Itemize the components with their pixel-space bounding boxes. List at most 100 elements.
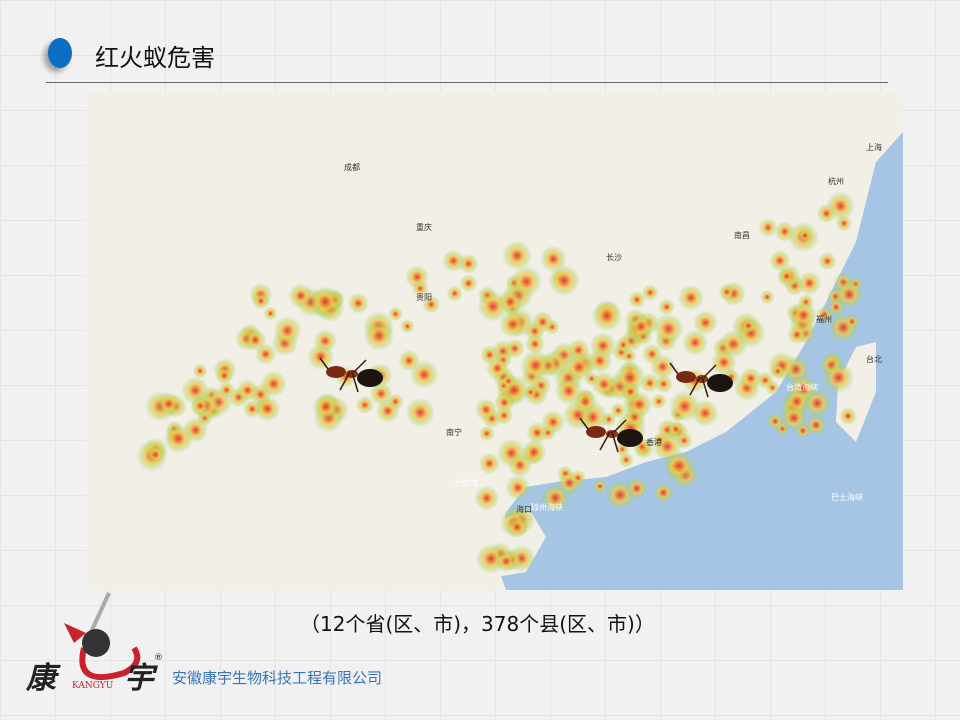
heat-spot [409,360,439,390]
heat-spot [618,452,634,468]
map-canvas [136,132,903,590]
heat-spot [759,289,775,305]
city-label: 台北 [866,355,882,364]
heat-spot [312,393,340,421]
heat-spot [621,348,637,364]
heat-spot [495,550,517,573]
fire-ant-icon [669,362,733,398]
heat-spot [442,249,465,273]
heat-spot [411,280,429,297]
heat-spot [614,361,646,394]
city-label: 成都 [344,163,360,172]
heat-spot [156,391,181,416]
city-label: 香港 [646,438,662,447]
city-label: 上海 [866,143,882,152]
heat-spot [682,329,709,356]
logo-registered: ® [154,653,163,663]
heat-spot [497,289,523,315]
heat-spot [263,306,278,321]
heat-spot [591,300,623,332]
heat-spot [273,316,302,345]
heat-spot [215,366,234,385]
title-bullet [48,38,72,68]
logo-latin: KANGYU [72,681,114,691]
city-label: 杭州 [828,177,844,186]
heat-spot [260,370,288,398]
heat-spot [520,349,552,381]
heat-spot [774,221,796,242]
heat-spot [844,314,860,330]
heat-spot [766,412,784,431]
heat-spot [400,319,415,334]
heat-spot [587,348,613,374]
kangyu-logo: 康 宇 KANGYU ® [25,592,163,696]
logo-text-left: 康 [25,661,61,696]
heat-spot [146,445,165,464]
heat-spot [605,480,635,510]
heat-spot [770,363,786,379]
heat-spot [190,396,210,416]
heat-spot [474,398,498,421]
heat-spot [816,203,837,224]
heat-spot [739,317,757,335]
heat-spot [506,516,529,539]
city-label: 南宁 [446,428,462,437]
heat-spot [309,286,342,318]
heat-spot [526,421,548,444]
heat-spot [499,310,527,339]
heat-spot [658,298,675,316]
city-label: 贵阳 [416,293,432,302]
city-label: 福州 [816,315,832,324]
heat-spot [564,353,594,382]
heat-spot [307,343,335,371]
heat-spot [570,469,587,486]
heat-spot [805,414,827,436]
heat-spot [691,399,719,427]
city-label: 长沙 [606,253,622,262]
heat-spot [628,313,654,340]
sea-label: 北部湾 [454,479,478,488]
fire-ant-icon [579,417,643,453]
heat-spot [677,284,705,311]
heat-spot [521,439,547,465]
heat-spot [254,395,281,422]
heat-spot [641,284,659,302]
heat-spot [510,265,543,298]
heat-spot [652,432,667,447]
distribution-caption: （12个省(区、市)，378个县(区、市)） [300,612,655,636]
heat-spot [192,363,208,379]
heat-spot [355,395,374,415]
heat-spot [592,479,608,494]
fire-ant-distribution-map: 成都 重庆 贵阳 南宁 南昌 杭州 上海 台北 香港 海口 长沙 福州 台湾海峡 巴士海峡 北部湾 琼州海峡 [86,92,903,590]
title-divider [46,82,888,83]
heat-spot [478,425,495,442]
heat-spot [827,298,845,316]
heat-spot [787,325,807,345]
city-label: 南昌 [734,231,750,240]
heat-spot [539,245,567,273]
company-name: 安徽康宇生物科技工程有限公司 [172,669,383,687]
heat-spot [615,336,632,353]
heat-spot [505,475,531,501]
heat-spot [835,215,853,232]
heat-spot [502,240,533,271]
heat-spot [459,274,478,293]
heat-spot [818,252,837,271]
heat-spot [422,295,441,314]
heat-spot [591,371,617,397]
fire-ant-icon [319,357,383,393]
heat-spot [797,271,822,296]
heat-spot [479,345,500,365]
heat-spot [652,482,674,504]
heat-spot [838,406,858,426]
heat-spot [621,382,640,402]
heat-spot [369,382,393,406]
heat-spot [288,283,314,309]
heat-spot [554,376,583,406]
heat-spot [478,452,501,475]
sea-label: 琼州海峡 [531,503,563,512]
city-label: 重庆 [416,223,432,232]
heat-spot [494,406,514,425]
heat-spot [493,392,515,413]
heat-spot [236,379,259,402]
